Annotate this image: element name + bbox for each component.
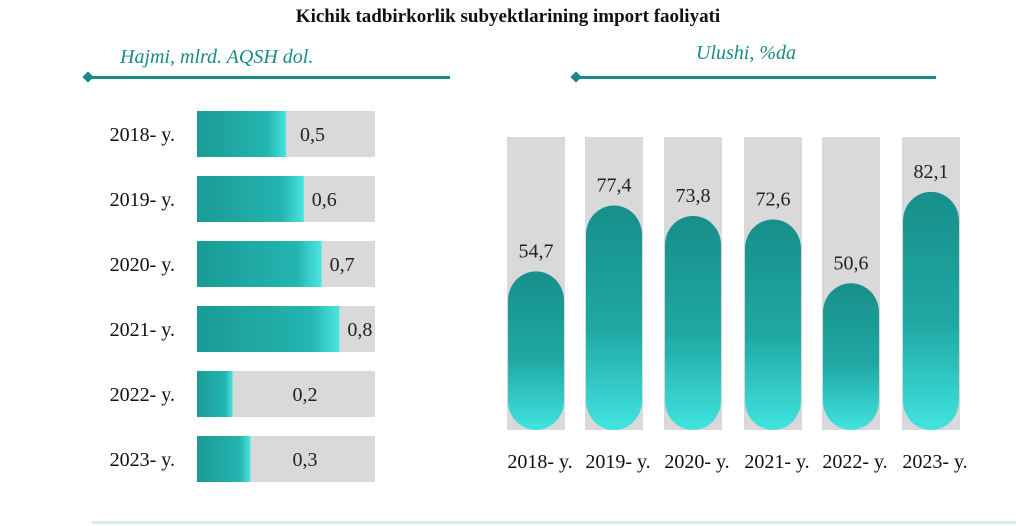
hbar-category-label: 2020- y.: [110, 254, 175, 276]
hbar: [197, 111, 286, 157]
hbar-value-label: 0,3: [293, 449, 318, 471]
hbar: [197, 371, 233, 417]
right-arrow-line: [576, 76, 936, 79]
horizontal-bar-chart: 2018- y. 0,5 2019- y. 0,6 2020- y. 0,7 2021- y…: [110, 111, 375, 482]
bottom-divider: [92, 521, 1016, 524]
vbar: [508, 271, 564, 430]
vbar-value-label: 72,6: [756, 188, 791, 210]
hbar-value-label: 0,2: [293, 384, 318, 406]
hbar-value-label: 0,6: [312, 189, 337, 211]
hbar-value-label: 0,5: [300, 124, 325, 146]
vbar: [823, 283, 879, 430]
right-chart-subtitle: Ulushi, %da: [696, 42, 796, 64]
vbar-category-label: 2023- y.: [902, 451, 967, 473]
vbar: [903, 191, 959, 430]
hbar-category-label: 2021- y.: [110, 319, 175, 341]
vbar-value-label: 54,7: [519, 240, 554, 262]
hbar-category-label: 2019- y.: [110, 189, 175, 211]
vertical-bar-chart: 54,7 2018- y. 77,4 2019- y. 73,8 2020- y. 72,6…: [507, 137, 968, 473]
hbar-category-label: 2018- y.: [110, 124, 175, 146]
vbar-value-label: 82,1: [914, 161, 949, 183]
chart-title: Kichik tadbirkorlik subyektlarining impo…: [295, 6, 721, 27]
left-arrow-line: [88, 76, 450, 79]
hbar: [197, 436, 251, 482]
vbar: [745, 219, 801, 430]
vbar: [586, 205, 642, 430]
vbar-category-label: 2019- y.: [585, 451, 650, 473]
vbar-category-label: 2020- y.: [664, 451, 729, 473]
vbar-value-label: 50,6: [834, 252, 869, 274]
vbar-category-label: 2018- y.: [507, 451, 572, 473]
hbar-category-label: 2022- y.: [110, 384, 175, 406]
hbar-value-label: 0,8: [347, 319, 372, 341]
hbar: [197, 241, 322, 287]
vbar-category-label: 2022- y.: [822, 451, 887, 473]
vbar-value-label: 73,8: [676, 185, 711, 207]
vbar: [665, 215, 721, 430]
vbar-category-label: 2021- y.: [744, 451, 809, 473]
hbar: [197, 176, 304, 222]
left-chart-subtitle: Hajmi, mlrd. AQSH dol.: [120, 46, 314, 68]
hbar: [197, 306, 340, 352]
hbar-value-label: 0,7: [330, 254, 355, 276]
hbar-category-label: 2023- y.: [110, 449, 175, 471]
vbar-value-label: 77,4: [597, 175, 632, 197]
